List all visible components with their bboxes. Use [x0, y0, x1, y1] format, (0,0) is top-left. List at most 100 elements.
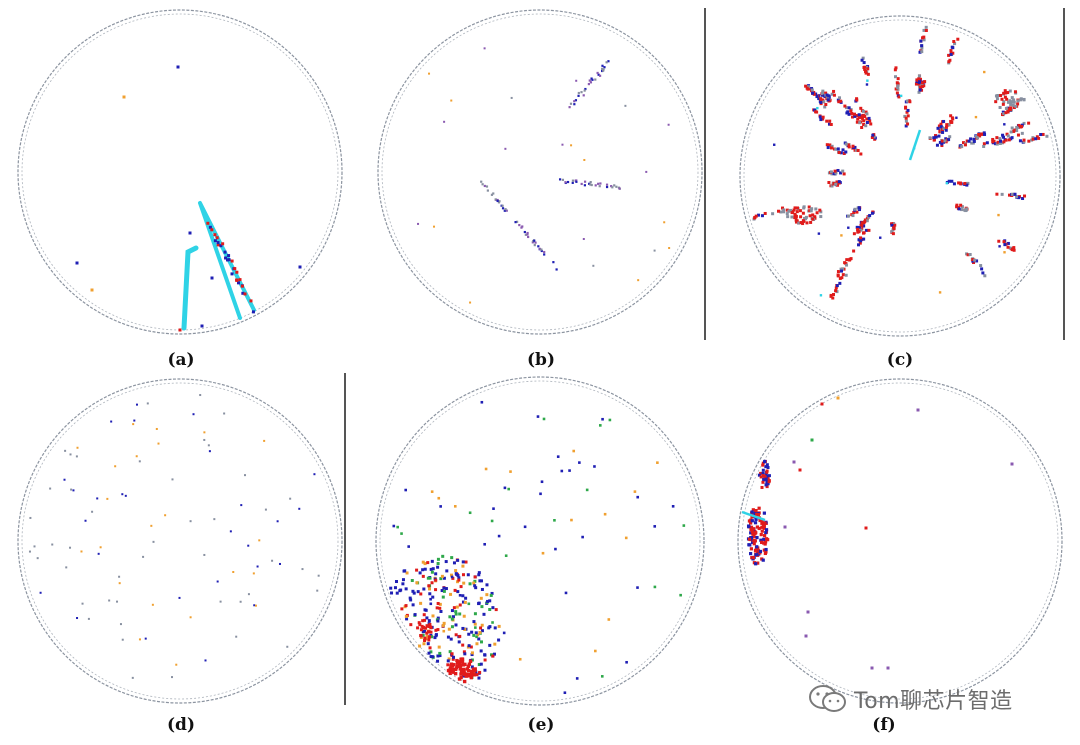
- defect-die: [980, 132, 984, 136]
- defect-die: [856, 228, 860, 232]
- defect-die: [448, 615, 452, 619]
- defect-die: [473, 579, 477, 583]
- defect-die: [477, 663, 481, 667]
- defect-die: [441, 595, 445, 599]
- defect-die: [959, 203, 963, 207]
- defect-die: [1010, 192, 1014, 196]
- defect-die: [316, 589, 319, 592]
- defect-die: [906, 108, 910, 112]
- defect-die: [972, 137, 976, 141]
- defect-die: [591, 78, 594, 81]
- defect-die: [805, 221, 809, 225]
- defect-die: [536, 415, 540, 418]
- wafer-map-a: [17, 9, 343, 335]
- defect-die: [494, 198, 497, 201]
- defect-die: [450, 617, 454, 621]
- defect-die: [818, 115, 822, 119]
- defect-die: [398, 589, 402, 593]
- defect-die: [944, 137, 948, 141]
- defect-die: [1003, 123, 1006, 126]
- defect-die: [779, 210, 783, 214]
- defect-die: [462, 679, 467, 684]
- defect-die: [792, 460, 796, 464]
- defect-die: [203, 431, 206, 434]
- defect-die: [451, 615, 455, 619]
- defect-die: [72, 489, 75, 492]
- defect-die: [534, 241, 537, 244]
- defect-die: [760, 519, 764, 523]
- defect-die: [465, 667, 469, 671]
- defect-die: [905, 99, 909, 103]
- defect-die: [860, 126, 864, 130]
- defect-die: [235, 278, 239, 282]
- defect-die: [782, 208, 786, 212]
- defect-die: [438, 651, 442, 655]
- defect-die: [449, 664, 453, 668]
- defect-die: [1002, 140, 1006, 144]
- defect-die: [840, 234, 843, 237]
- defect-die: [580, 91, 583, 94]
- defect-die: [271, 559, 274, 562]
- defect-die: [1016, 102, 1020, 106]
- defect-die: [467, 632, 471, 636]
- defect-die: [477, 676, 481, 680]
- defect-die: [656, 461, 659, 464]
- defect-die: [663, 221, 666, 224]
- defect-die: [133, 419, 136, 422]
- defect-die: [863, 65, 867, 69]
- watermark: Tom聊芯片智造: [808, 683, 1013, 715]
- defect-die: [216, 243, 220, 247]
- defect-die: [763, 551, 768, 556]
- defect-die: [418, 571, 422, 575]
- defect-die: [870, 666, 874, 670]
- defect-die: [200, 324, 204, 328]
- defect-die: [216, 241, 220, 245]
- defect-die: [584, 87, 587, 91]
- defect-die: [454, 667, 458, 672]
- defect-die: [827, 180, 831, 184]
- defect-die: [223, 412, 226, 415]
- defect-die: [504, 147, 507, 150]
- defect-die: [601, 417, 604, 421]
- defect-die: [1006, 245, 1010, 249]
- defect-die: [767, 480, 771, 484]
- defect-die: [580, 182, 583, 186]
- defect-die: [421, 630, 425, 634]
- column-divider-top-right: [1063, 8, 1065, 340]
- defect-die: [1016, 133, 1020, 137]
- defect-die: [762, 548, 766, 552]
- defect-die: [855, 98, 859, 102]
- defect-die: [904, 106, 908, 110]
- defect-die: [442, 576, 446, 580]
- defect-die: [974, 115, 978, 119]
- defect-die: [754, 562, 758, 566]
- defect-die: [404, 614, 408, 618]
- defect-die: [189, 616, 192, 619]
- defect-die: [870, 211, 874, 215]
- defect-die: [771, 212, 775, 216]
- defect-die: [920, 44, 924, 48]
- defect-die: [851, 214, 855, 218]
- defect-die: [979, 264, 983, 268]
- defect-die: [446, 659, 450, 663]
- defect-die: [256, 565, 259, 568]
- defect-die: [602, 69, 605, 72]
- defect-die: [751, 532, 755, 536]
- defect-die: [868, 214, 872, 218]
- defect-die: [785, 208, 789, 212]
- defect-die: [837, 100, 841, 104]
- defect-die: [453, 505, 457, 508]
- defect-die: [540, 249, 543, 253]
- defect-die: [950, 45, 954, 49]
- defect-die: [412, 591, 416, 595]
- defect-die: [886, 666, 890, 670]
- defect-die: [589, 183, 592, 186]
- defect-die: [851, 144, 855, 148]
- defect-die: [1017, 123, 1021, 127]
- defect-die: [756, 213, 760, 217]
- defect-die: [450, 556, 454, 560]
- defect-die: [542, 417, 546, 421]
- defect-die: [1021, 197, 1025, 201]
- defect-die: [798, 468, 802, 472]
- defect-die: [473, 622, 477, 626]
